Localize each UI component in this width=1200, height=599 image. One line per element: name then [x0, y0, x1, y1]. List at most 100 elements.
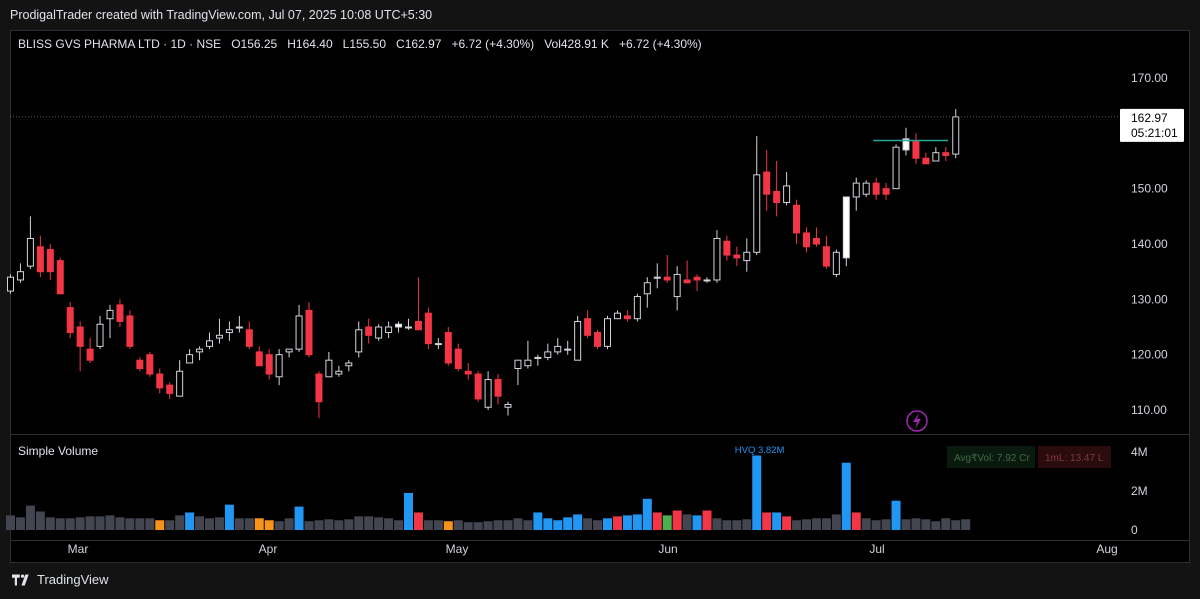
candle-body [524, 359, 532, 367]
candle-body [922, 157, 930, 165]
volume-bar [802, 519, 811, 530]
volume-bar [921, 519, 931, 530]
candle-body [126, 315, 134, 347]
candle-body [604, 318, 611, 347]
candle-body [832, 251, 840, 275]
volume-bar [205, 518, 214, 530]
volume-bar [483, 521, 493, 530]
candle-body [7, 276, 14, 292]
candle-body [235, 326, 243, 329]
volume-bar [662, 515, 672, 530]
candle-body [822, 246, 830, 267]
candle-body [146, 354, 154, 375]
candle-body [653, 276, 661, 279]
volume-bar [513, 518, 523, 530]
volume-bar [155, 520, 165, 530]
candle-body [534, 356, 542, 359]
candle-body [544, 351, 552, 358]
volume-bar [722, 520, 732, 530]
volume-bar [612, 516, 622, 530]
chart-credit: ProdigalTrader created with TradingView.… [10, 8, 433, 22]
volume-bar [264, 520, 274, 530]
volume-bar [145, 518, 155, 530]
candle-body [186, 354, 194, 364]
last-price-badge [1120, 108, 1184, 142]
volume-bar [35, 511, 45, 530]
volume-bar [861, 518, 871, 530]
volume-bar [702, 510, 712, 530]
candle-body [36, 246, 44, 273]
volume-bar [55, 518, 65, 530]
candle-body [156, 373, 164, 389]
price-scale-label: 170.00 [1131, 71, 1168, 85]
volume-bar [15, 517, 25, 530]
price-scale-label: 110.00 [1131, 403, 1167, 417]
chart-frame[interactable] [10, 30, 1190, 563]
volume-label: Vol [544, 37, 561, 51]
volume-bar [642, 498, 652, 530]
symbol-legend[interactable]: BLISS GVS PHARMA LTD · 1D · NSE O156.25 … [18, 37, 702, 51]
candle-body [444, 332, 452, 364]
candle-body [116, 304, 124, 322]
volume-bar [304, 521, 314, 530]
candle-body [574, 320, 582, 361]
candle-body [305, 309, 313, 356]
open-label: O [231, 37, 241, 51]
volume-bar [772, 512, 782, 530]
open-value: 156.25 [240, 37, 278, 51]
candle-body [952, 116, 960, 155]
volume-bar [891, 500, 901, 530]
volume-bar [45, 517, 55, 530]
volume-bar [384, 518, 394, 530]
volume-change: +6.72 (+4.30%) [618, 37, 702, 51]
volume-bar [632, 514, 642, 530]
time-axis: Mar Apr May Jun Jul Aug [11, 540, 1189, 556]
time-axis-label: May [446, 542, 469, 556]
volume-bars-group: HVQ 3.82M Avg₹Vol: 7.92 Cr 1mL: 13.47 L 4M 2… [6, 445, 1148, 537]
bottom-bar [0, 563, 1200, 599]
volume-bar [752, 455, 762, 530]
time-axis-label: Jul [869, 542, 884, 556]
close-label: C [396, 37, 405, 51]
volume-bar [851, 512, 861, 530]
candle-body [912, 141, 920, 159]
volume-bar [583, 518, 593, 530]
candle-body [613, 312, 621, 320]
candle-body [295, 315, 303, 350]
high-value: 164.40 [295, 37, 333, 51]
volume-bar [901, 519, 911, 530]
candle-body [633, 296, 641, 320]
volume-bar [364, 516, 374, 530]
volume-bar [274, 521, 284, 530]
candle-body [763, 171, 771, 195]
volume-bar [165, 520, 175, 530]
volume-bar [573, 514, 583, 530]
volume-bar [652, 512, 662, 530]
candle-body [225, 329, 233, 334]
price-scale-label: 120.00 [1131, 348, 1168, 362]
volume-bar [314, 520, 324, 530]
volume-bar [105, 515, 115, 530]
candle-body [743, 251, 751, 262]
candle-body [176, 370, 184, 397]
candle-body [106, 309, 114, 320]
candle-body [693, 276, 701, 281]
ml-badge [1038, 446, 1111, 468]
price-scale-label: 140.00 [1131, 237, 1168, 251]
volume-bar [911, 518, 921, 530]
candle-body [643, 282, 651, 295]
symbol-name[interactable]: BLISS GVS PHARMA LTD · 1D · NSE [18, 37, 222, 51]
tradingview-logo-icon [12, 573, 29, 586]
tradingview-brand[interactable]: TradingView [12, 572, 109, 587]
volume-pane-title[interactable]: Simple Volume [18, 444, 99, 458]
volume-bar [95, 516, 105, 530]
brand-name: TradingView [37, 572, 109, 587]
volume-bar [742, 519, 752, 530]
close-value: 162.97 [404, 37, 442, 51]
candle-body [365, 326, 373, 336]
volume-bar [254, 518, 264, 530]
candle-body [783, 185, 791, 203]
volume-bar [195, 516, 205, 530]
volume-bar [622, 515, 632, 530]
